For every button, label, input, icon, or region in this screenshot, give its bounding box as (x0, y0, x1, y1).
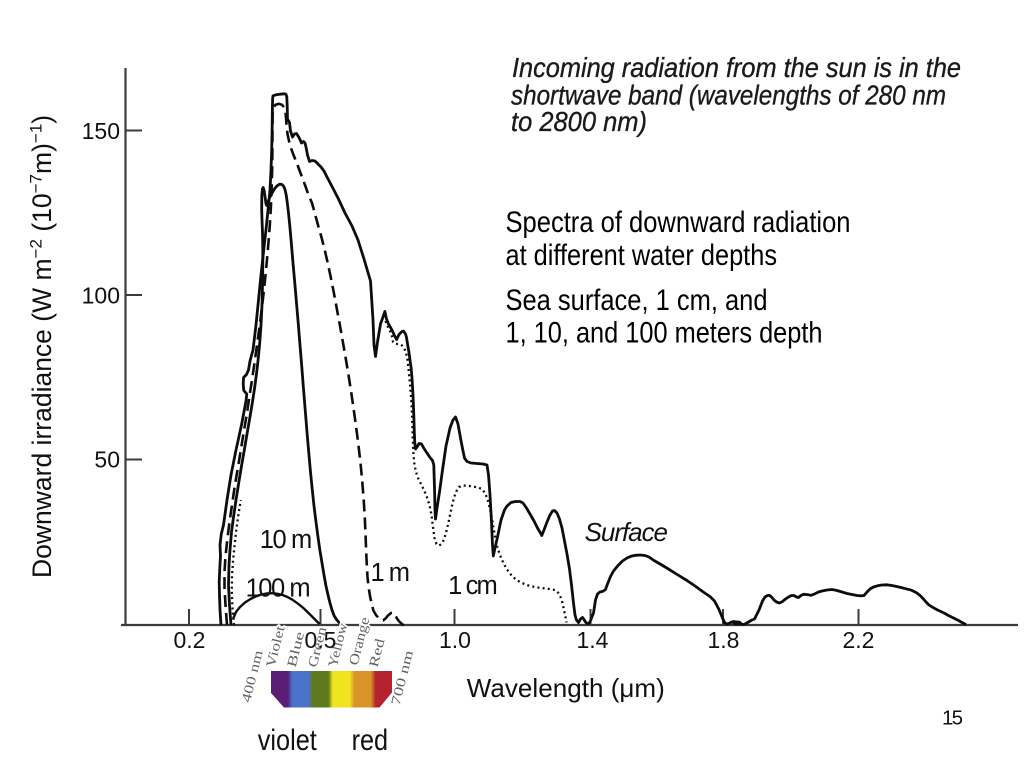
svg-text:Surface: Surface (585, 517, 668, 547)
svg-text:Wavelength (μm): Wavelength (μm) (467, 673, 665, 703)
svg-text:to 2800 nm): to 2800 nm) (511, 106, 647, 137)
svg-text:shortwave band (wavelengths of: shortwave band (wavelengths of 280 nm (511, 80, 946, 111)
svg-text:15: 15 (942, 706, 963, 729)
svg-text:100: 100 (82, 283, 120, 309)
svg-text:violet: violet (258, 724, 318, 757)
svg-text:100 m: 100 m (246, 575, 311, 603)
svg-text:1.8: 1.8 (708, 627, 740, 653)
svg-text:1 cm: 1 cm (448, 572, 498, 600)
svg-text:50: 50 (94, 447, 120, 473)
svg-text:10 m: 10 m (260, 526, 313, 554)
svg-text:Sea surface, 1 cm, and: Sea surface, 1 cm, and (506, 284, 768, 317)
svg-text:1.4: 1.4 (577, 627, 609, 653)
svg-text:1, 10, and 100 meters depth: 1, 10, and 100 meters depth (506, 317, 823, 350)
svg-text:1 m: 1 m (371, 559, 411, 587)
svg-text:0.5: 0.5 (305, 627, 337, 653)
svg-text:150: 150 (82, 118, 120, 144)
svg-text:2.2: 2.2 (843, 627, 875, 653)
svg-text:1.0: 1.0 (439, 627, 471, 653)
svg-text:red: red (352, 724, 389, 757)
svg-text:Incoming radiation from the su: Incoming radiation from the sun is in th… (512, 52, 961, 83)
svg-text:Spectra of downward radiation: Spectra of downward radiation (506, 206, 851, 239)
svg-text:at different water depths: at different water depths (506, 239, 778, 272)
svg-text:0.2: 0.2 (174, 627, 206, 653)
